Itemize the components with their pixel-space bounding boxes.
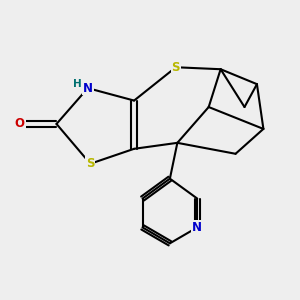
Text: O: O — [15, 117, 25, 130]
Text: S: S — [86, 157, 94, 170]
Text: N: N — [192, 221, 202, 234]
Text: N: N — [83, 82, 93, 94]
Text: S: S — [172, 61, 180, 74]
Text: H: H — [73, 79, 81, 89]
